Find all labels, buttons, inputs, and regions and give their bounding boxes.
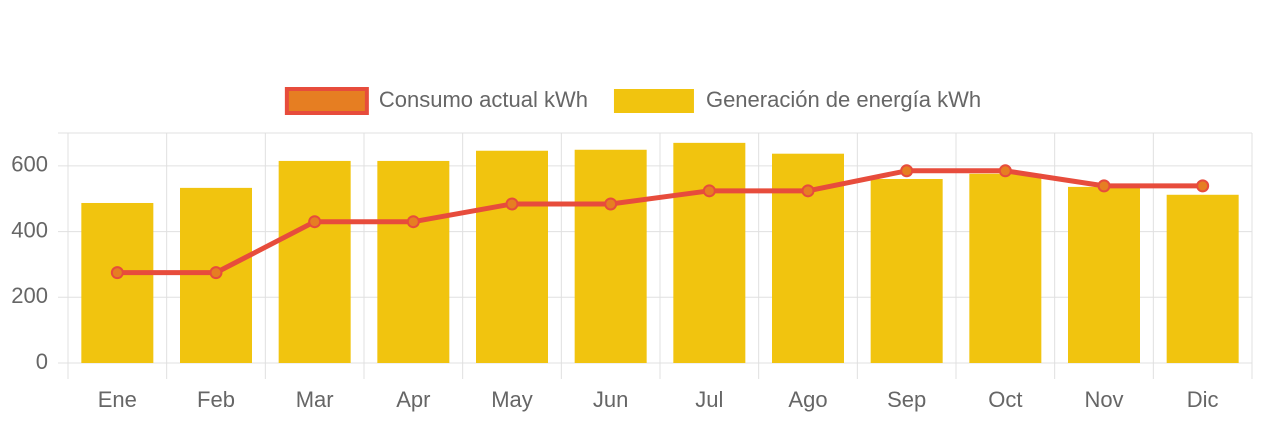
line-point: [110, 266, 124, 280]
x-tick-label: Apr: [396, 387, 430, 412]
line-point: [1097, 179, 1111, 193]
line-point: [702, 184, 716, 198]
legend-label: Generación de energía kWh: [706, 87, 981, 112]
x-tick-label: Oct: [988, 387, 1022, 412]
y-tick-label: 200: [11, 283, 48, 308]
legend-item: Consumo actual kWh: [284, 87, 588, 115]
x-tick-label: May: [491, 387, 533, 412]
line-point: [604, 197, 618, 211]
line-point: [1196, 179, 1210, 193]
x-tick-label: Sep: [887, 387, 926, 412]
x-tick-label: Dic: [1187, 387, 1219, 412]
line-point: [406, 215, 420, 229]
line-point: [308, 215, 322, 229]
x-tick-label: Ago: [788, 387, 827, 412]
bar: [1166, 194, 1239, 363]
line-point: [801, 184, 815, 198]
bar: [278, 160, 351, 363]
legend-swatch: [284, 87, 369, 115]
bar: [574, 149, 647, 363]
bar: [81, 202, 154, 363]
line: [117, 168, 1203, 276]
line-point: [209, 266, 223, 280]
bar: [476, 150, 548, 363]
x-tick-label: Ene: [98, 387, 137, 412]
x-tick-label: Mar: [296, 387, 334, 412]
bar: [377, 160, 450, 363]
legend-swatch: [613, 89, 694, 113]
bar: [1068, 186, 1140, 363]
x-tick-label: Jun: [593, 387, 628, 412]
legend: Consumo actual kWh Generación de energía …: [284, 87, 981, 115]
x-tick-label: Nov: [1084, 387, 1123, 412]
line-point: [900, 164, 914, 178]
line-point: [505, 197, 519, 211]
bar: [870, 179, 943, 363]
legend-label: Consumo actual kWh: [379, 87, 588, 112]
x-tick-label: Feb: [197, 387, 235, 412]
line-point: [998, 164, 1012, 178]
y-tick-label: 400: [11, 217, 48, 242]
y-tick-label: 0: [36, 349, 48, 374]
y-tick-label: 600: [11, 152, 48, 177]
bar: [969, 173, 1042, 363]
bar: [673, 142, 746, 363]
legend-item: Generación de energía kWh: [613, 87, 981, 113]
x-tick-label: Jul: [695, 387, 723, 412]
